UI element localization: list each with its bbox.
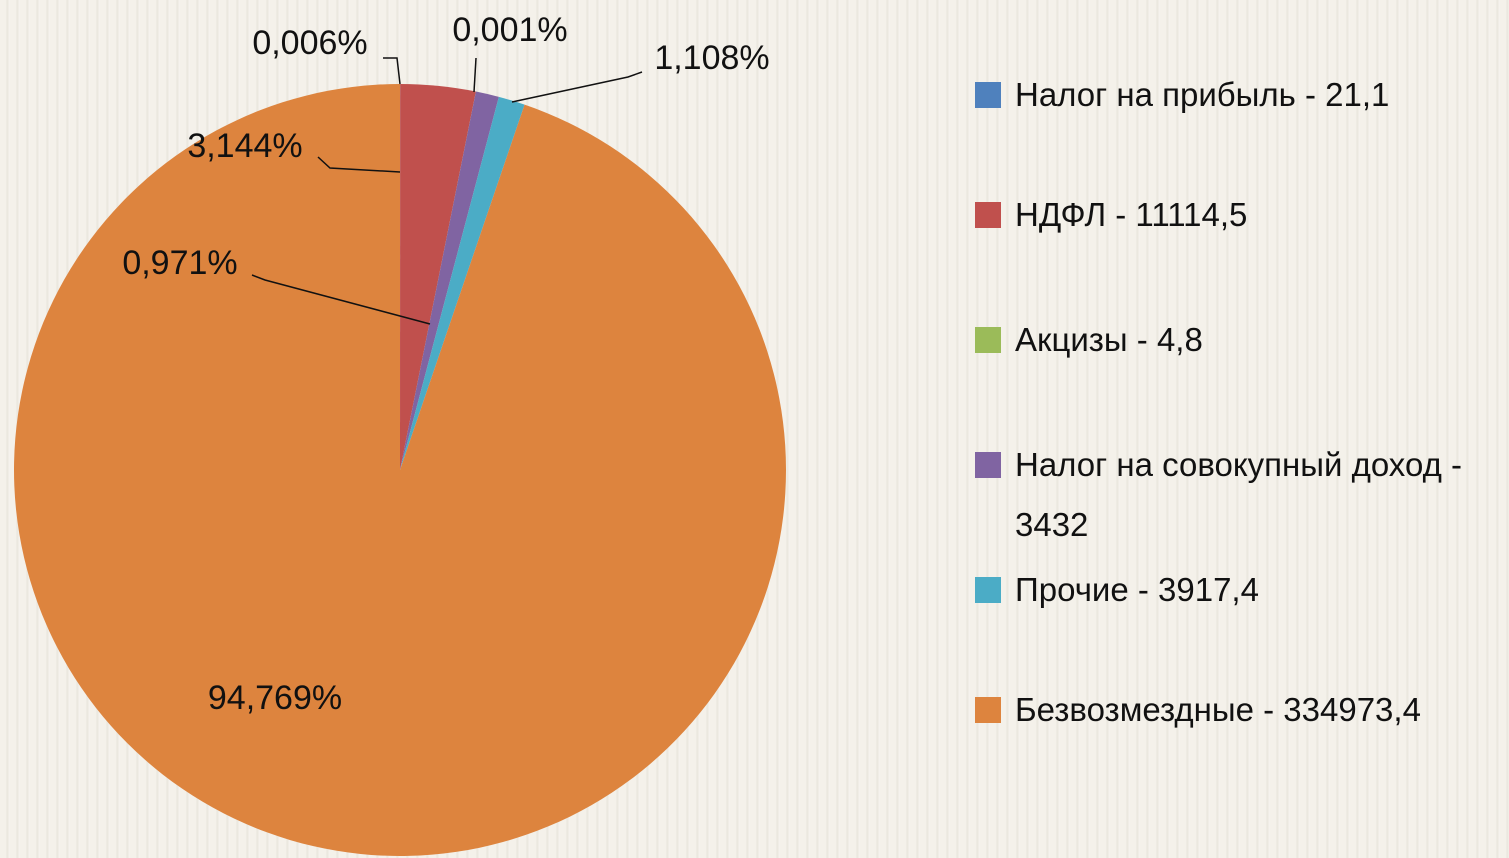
legend-item: Налог на прибыль - 21,1: [975, 65, 1505, 125]
pie-slice: [400, 91, 476, 470]
pie-slice: [13, 84, 787, 856]
legend-label: Налог на совокупный доход - 3432: [1015, 446, 1462, 543]
legend-label: Прочие - 3917,4: [1015, 571, 1259, 608]
chart: 0,006% 3,144% 0,001% 0,971% 1,108% 94,769%: [13, 11, 787, 856]
legend-swatch: [975, 452, 1001, 478]
legend-swatch: [975, 577, 1001, 603]
legend-label: Налог на прибыль - 21,1: [1015, 76, 1390, 113]
legend-swatch: [975, 202, 1001, 228]
legend-label: Акцизы - 4,8: [1015, 321, 1203, 358]
legend-swatch: [975, 697, 1001, 723]
legend: Налог на прибыль - 21,1 НДФЛ - 11114,5 Акц…: [975, 0, 1509, 858]
data-label: 1,108%: [654, 39, 769, 77]
data-label: 94,769%: [208, 679, 342, 717]
leader-line: [473, 57, 477, 93]
leader-line: [511, 71, 643, 103]
legend-item: Налог на совокупный доход - 3432: [975, 435, 1505, 555]
legend-label: НДФЛ - 11114,5: [1015, 196, 1248, 233]
legend-swatch: [975, 327, 1001, 353]
legend-swatch: [975, 82, 1001, 108]
legend-item: Прочие - 3917,4: [975, 560, 1505, 620]
data-label: 3,144%: [187, 127, 302, 165]
legend-item: НДФЛ - 11114,5: [975, 185, 1505, 245]
data-label: 0,006%: [252, 24, 367, 62]
pie-slice: [400, 84, 476, 470]
legend-item: Акцизы - 4,8: [975, 310, 1505, 370]
leader-line: [383, 57, 401, 85]
data-label: 0,971%: [122, 244, 237, 282]
pie-slice: [400, 96, 525, 471]
legend-label: Безвозмездные - 334973,4: [1015, 691, 1421, 728]
leader-line: [251, 274, 431, 325]
pie-slice: [400, 91, 499, 470]
data-label: 0,001%: [452, 11, 567, 49]
legend-item: Безвозмездные - 334973,4: [975, 680, 1505, 740]
leader-line: [317, 156, 401, 173]
